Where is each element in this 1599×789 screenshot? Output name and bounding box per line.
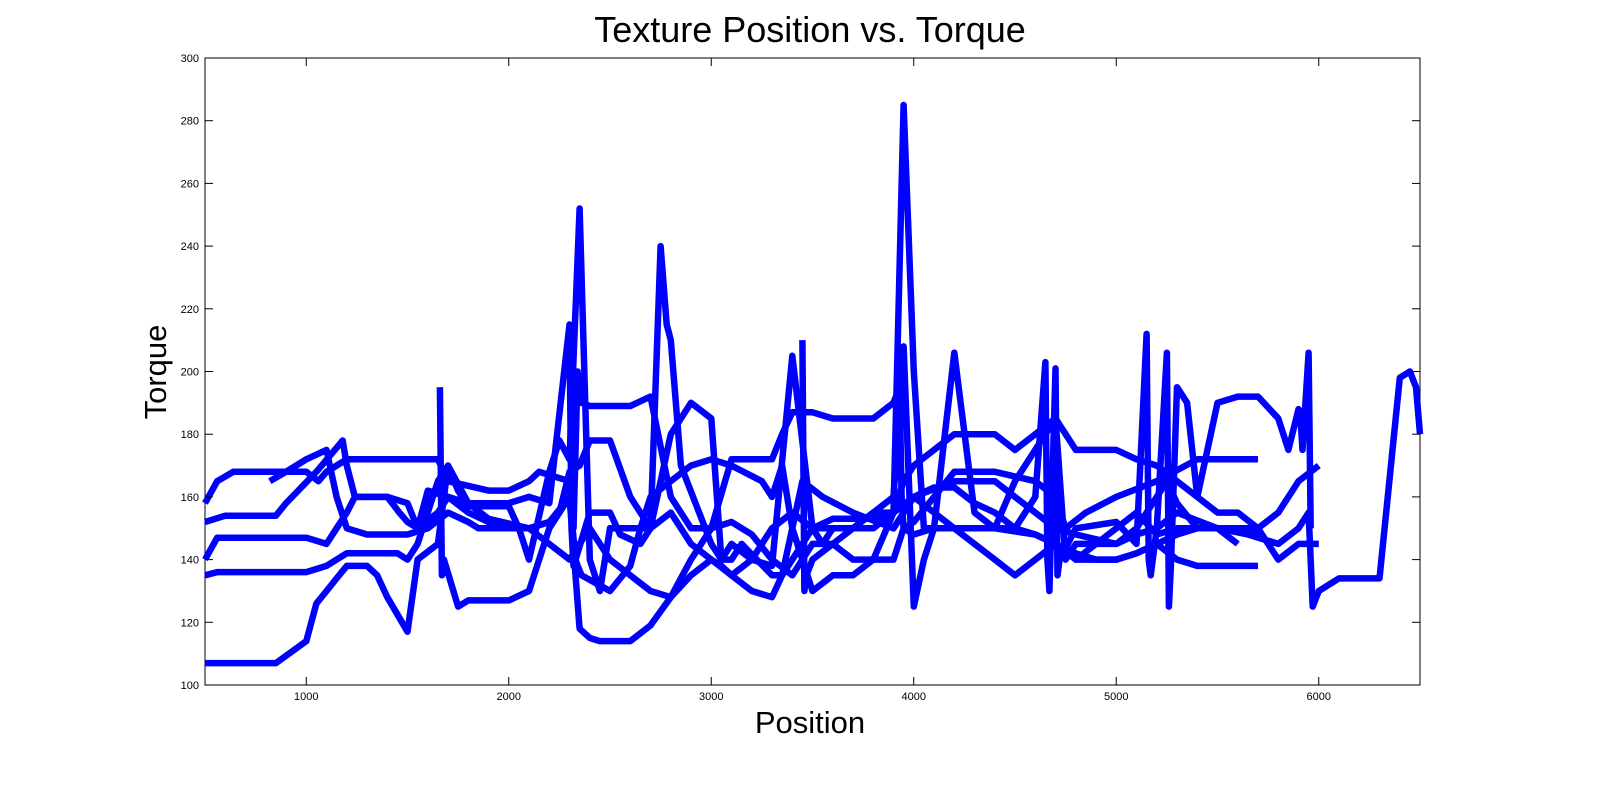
y-tick-label-240: 240 [181,241,199,253]
series-line-3 [202,321,1319,570]
y-axis-title: Torque [138,325,173,420]
x-axis-title: Position [755,705,865,740]
x-tick-label-3000: 3000 [699,691,723,703]
x-tick-label-1000: 1000 [294,691,318,703]
y-tick-label-100: 100 [181,680,199,692]
chart-title: Texture Position vs. Torque [594,9,1026,50]
axes-layer: 1000 2000 3000 4000 5000 6000 100 120 140 160 180 2… [181,53,1420,703]
y-tick-label-180: 180 [181,429,199,441]
series-line-8 [799,330,1314,610]
y-tick-label-280: 280 [181,116,199,128]
y-tick-label-300: 300 [181,53,199,65]
y-tick-label-220: 220 [181,304,199,316]
y-tick-label-260: 260 [181,178,199,190]
x-tick-label-2000: 2000 [497,691,521,703]
x-tick-label-5000: 5000 [1104,691,1128,703]
y-tick-label-160: 160 [181,492,199,504]
x-tick-label-6000: 6000 [1307,691,1331,703]
series-line-4 [204,101,1240,595]
series-line-7 [268,437,1259,579]
series-layer [202,101,1424,667]
y-tick-label-200: 200 [181,367,199,379]
y-tick-label-120: 120 [181,617,199,629]
x-tick-label-4000: 4000 [902,691,926,703]
y-tick-label-140: 140 [181,555,199,567]
